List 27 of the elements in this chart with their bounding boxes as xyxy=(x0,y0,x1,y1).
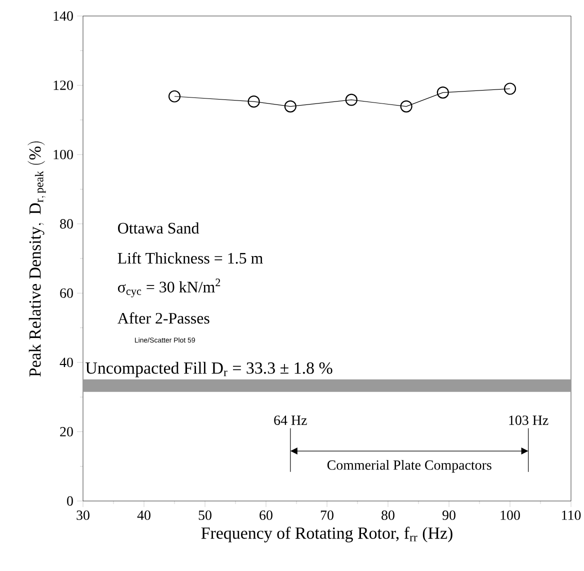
annotation: σ$_{cyc}$ = 30 kN/m$^{2}$ xyxy=(118,278,220,298)
x-tick-label: 60 xyxy=(260,510,272,520)
annotation: Lift Thickness = 1.5 m xyxy=(118,252,263,264)
ref-line-label: 64 Hz xyxy=(274,416,307,425)
annotation: Ottawa Sand xyxy=(118,222,200,234)
x-tick-label: 100 xyxy=(500,510,520,520)
y-tick-label: 40 xyxy=(60,358,73,368)
y-tick-label: 140 xyxy=(54,11,73,21)
x-tick-label: 80 xyxy=(382,510,394,520)
x-tick-label: 110 xyxy=(562,510,581,520)
y-tick-label: 80 xyxy=(60,219,73,229)
ref-line-label: 103 Hz xyxy=(509,416,548,425)
y-tick-label: 0 xyxy=(67,496,73,506)
annotation: After 2-Passes xyxy=(118,312,210,324)
x-tick-label: 90 xyxy=(442,510,456,520)
y-tick-label: 120 xyxy=(54,80,73,90)
x-tick-label: 40 xyxy=(137,510,150,520)
y-tick-label: 100 xyxy=(54,150,73,160)
band-label: Uncompacted Fill D$_{r}$ = 33.3 ± 1.8 % xyxy=(86,362,332,378)
x-axis-title: Frequency of Rotating Rotor, f$_{rr}$ (Hz) xyxy=(201,526,452,542)
x-tick-label: 50 xyxy=(198,510,212,520)
annotation: Commerial Plate Compactors xyxy=(327,460,492,473)
y-tick-label: 60 xyxy=(60,288,73,298)
y-axis-title: $\mathrm{Peak\ Relative\ Density,\ D_{r,\,peak}\ (\%)}$ xyxy=(28,142,46,377)
y-tick-label: 20 xyxy=(60,427,73,436)
x-tick-label: 30 xyxy=(76,510,90,520)
x-tick-label: 70 xyxy=(320,510,334,520)
